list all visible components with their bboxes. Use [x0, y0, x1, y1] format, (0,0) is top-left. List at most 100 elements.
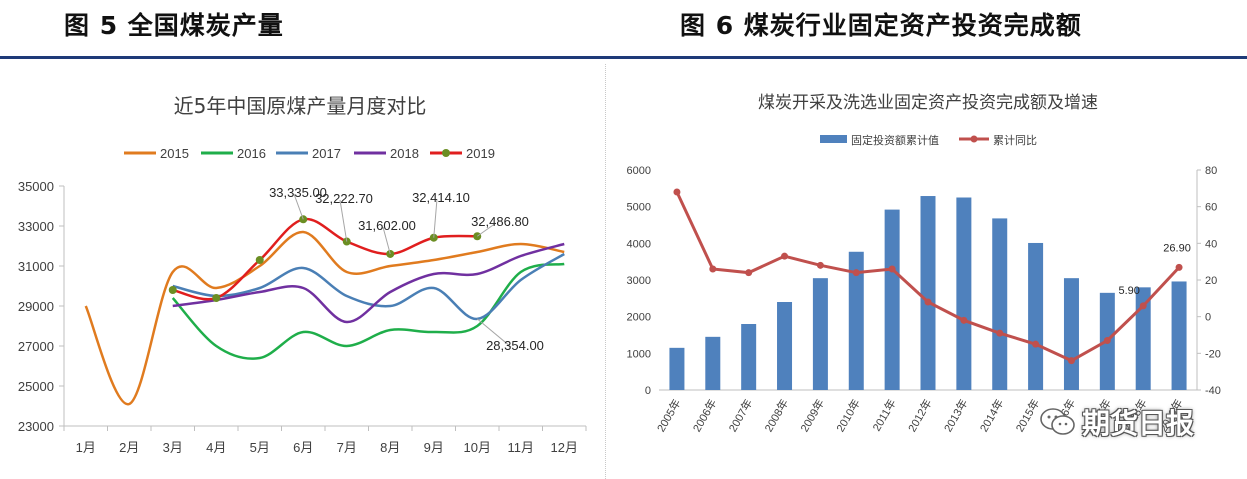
legend-label-line: 累计同比	[993, 134, 1037, 147]
data-label: 32,222.70	[315, 191, 373, 206]
data-label: 5.90	[1118, 285, 1139, 297]
legend-label-2017: 2017	[312, 146, 341, 161]
coal-output-line-chart: 近5年中国原煤产量月度对比 2015 2016 2017 2018 2019 23000 25…	[18, 94, 587, 455]
data-point-yoy	[1139, 302, 1147, 310]
bar-2007年	[741, 324, 757, 390]
wechat-icon	[1040, 407, 1076, 437]
data-point-yoy	[1032, 340, 1040, 348]
data-label: 32,414.10	[412, 190, 470, 205]
data-label: 32,486.80	[471, 214, 529, 229]
legend-item-2019: 2019	[430, 146, 495, 161]
data-point-yoy	[745, 269, 753, 277]
legend-item-2016: 2016	[201, 146, 266, 161]
figure-6-title: 图 6 煤炭行业固定资产投资完成额	[680, 11, 1082, 40]
bar-2010年	[848, 251, 864, 390]
x-tick-label: 10月	[464, 440, 491, 455]
x-tick-label: 2009年	[797, 397, 827, 435]
legend-item-2018: 2018	[354, 146, 419, 161]
panel-divider	[605, 64, 606, 479]
x-tick-label: 2013年	[941, 397, 971, 435]
x-tick-label: 4月	[206, 440, 226, 455]
legend-label-bar: 固定投资额累计值	[851, 133, 939, 147]
bar-2009年	[812, 278, 828, 390]
series-line-2018	[172, 242, 565, 324]
x-tick-label: 8月	[380, 440, 400, 455]
chart-title: 煤炭开采及洗选业固定资产投资完成额及增速	[758, 93, 1098, 113]
data-point-2019	[168, 286, 177, 294]
x-tick-label: 2006年	[690, 397, 720, 435]
data-point-2019	[212, 294, 221, 302]
bar-2006年	[705, 336, 721, 390]
y-tick-label: 29000	[18, 299, 54, 314]
data-point-2019	[255, 256, 264, 264]
x-tick-label: 2012年	[905, 397, 935, 435]
legend-label-2019: 2019	[466, 146, 495, 161]
x-tick-label: 2007年	[725, 397, 755, 435]
legend-label-2015: 2015	[160, 146, 189, 161]
data-point-yoy	[888, 265, 896, 273]
data-label: 31,602.00	[358, 218, 416, 233]
data-label: 28,354.00	[486, 338, 544, 353]
y-tick-label: 3000	[627, 275, 651, 287]
watermark: 期货日报	[1040, 400, 1194, 444]
x-tick-label: 3月	[163, 440, 183, 455]
data-point-yoy	[673, 188, 681, 196]
y-tick-label: 2000	[627, 312, 651, 324]
legend-marker-2019	[442, 149, 450, 157]
data-point-yoy	[709, 265, 717, 273]
data-label-leader	[339, 199, 348, 242]
data-point-yoy	[1067, 357, 1075, 365]
data-point-yoy	[781, 252, 789, 260]
y-tick-label: 0	[645, 385, 651, 397]
bar-2016年	[1063, 278, 1079, 390]
y-tick-label: 25000	[18, 379, 54, 394]
data-point-yoy	[1175, 263, 1183, 271]
y-tick-label: 33000	[18, 219, 54, 234]
bar-2012年	[920, 196, 936, 390]
data-label-leader	[476, 318, 512, 348]
legend-item-bar: 固定投资额累计值	[820, 133, 939, 147]
legend-swatch-bar	[820, 135, 847, 143]
x-tick-label: 11月	[508, 440, 535, 455]
x-tick-label: 9月	[424, 440, 444, 455]
y-tick-label: 6000	[627, 165, 651, 177]
x-tick-label: 1月	[76, 440, 96, 455]
bar-2011年	[884, 209, 900, 390]
bar-2005年	[669, 347, 685, 390]
data-label-leader	[382, 226, 391, 255]
data-point-yoy	[996, 329, 1004, 337]
chart-title: 近5年中国原煤产量月度对比	[174, 94, 427, 118]
y-tick-label: 4000	[627, 238, 651, 250]
x-tick-label: 6月	[293, 440, 313, 455]
y2-tick-label: 60	[1205, 202, 1217, 214]
y-tick-label: 23000	[18, 419, 54, 434]
header-rule	[0, 56, 1247, 59]
bar-2013年	[956, 197, 972, 390]
x-tick-label: 2015年	[1012, 397, 1042, 435]
bar-2014年	[992, 218, 1008, 390]
data-point-yoy	[960, 316, 968, 324]
data-label: 33,335.00	[269, 185, 327, 200]
x-tick-label: 2005年	[654, 397, 684, 435]
bar-2015年	[1028, 242, 1044, 390]
legend-marker-line	[970, 135, 978, 143]
data-label-leader	[433, 198, 438, 238]
watermark-text: 期货日报	[1082, 407, 1195, 440]
legend-item-line: 累计同比	[959, 134, 1037, 147]
legend-label-2016: 2016	[237, 146, 266, 161]
x-tick-label: 2014年	[976, 397, 1006, 435]
y-tick-label: 5000	[627, 202, 651, 214]
x-tick-label: 7月	[337, 440, 357, 455]
y-tick-label: 27000	[18, 339, 54, 354]
y2-tick-label: -20	[1205, 348, 1221, 360]
bar-2019年	[1171, 281, 1187, 390]
y-tick-label: 1000	[627, 348, 651, 360]
bar-2008年	[777, 302, 793, 390]
y2-tick-label: 0	[1205, 312, 1211, 324]
y2-tick-label: 20	[1205, 275, 1217, 287]
x-tick-label: 12月	[551, 440, 578, 455]
x-tick-label: 2011年	[869, 397, 898, 434]
x-tick-label: 5月	[250, 440, 270, 455]
series-line-2017	[172, 252, 565, 321]
